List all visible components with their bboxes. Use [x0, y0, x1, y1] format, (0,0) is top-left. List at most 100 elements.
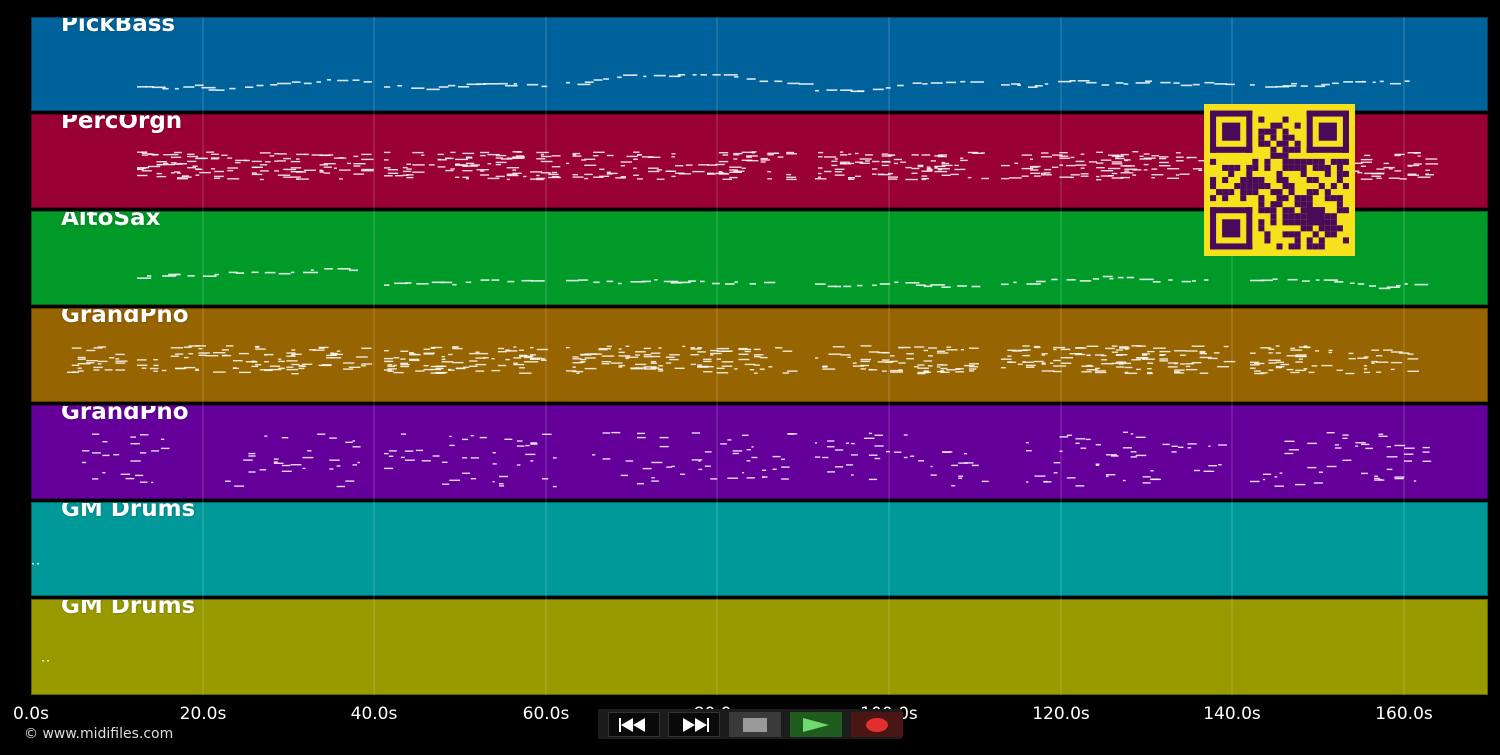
midi-note: [1093, 278, 1100, 280]
stop-button[interactable]: [729, 712, 781, 737]
midi-note: [1185, 363, 1194, 365]
midi-note: [500, 158, 513, 160]
midi-note: [729, 169, 738, 171]
qr-module: [1318, 164, 1325, 171]
track-lane[interactable]: PickBass: [31, 17, 1488, 111]
track-lane[interactable]: GrandPno: [31, 405, 1488, 499]
qr-module: [1264, 158, 1271, 165]
midi-note: [930, 465, 933, 468]
fast-forward-button[interactable]: [668, 712, 720, 737]
qr-module: [1240, 195, 1247, 202]
midi-note: [753, 354, 764, 356]
track-lane[interactable]: GM Drums: [31, 502, 1488, 596]
midi-note: [497, 82, 508, 85]
qr-module: [1300, 170, 1307, 177]
midi-note: [1279, 472, 1283, 474]
track-lane[interactable]: GM Drums: [31, 599, 1488, 695]
midi-note: [890, 371, 903, 373]
midi-note: [384, 167, 391, 169]
midi-note: [540, 359, 547, 361]
midi-note: [1379, 80, 1384, 83]
midi-note: [720, 443, 727, 445]
midi-note: [1123, 83, 1129, 85]
midi-note: [1199, 351, 1206, 354]
midi-note: [716, 347, 730, 350]
midi-note: [393, 357, 400, 359]
midi-note: [1199, 350, 1206, 353]
rewind-button[interactable]: [608, 712, 660, 737]
midi-note: [352, 79, 360, 81]
midi-note: [1378, 478, 1382, 481]
qr-module: [1288, 158, 1295, 165]
midi-note: [302, 467, 306, 470]
midi-note: [885, 361, 893, 363]
midi-note: [967, 151, 979, 154]
midi-note: [1363, 356, 1369, 358]
midi-note: [1017, 363, 1023, 365]
midi-note: [326, 354, 337, 357]
qr-module: [1282, 134, 1289, 141]
midi-note: [1171, 445, 1178, 447]
midi-note: [860, 360, 870, 363]
midi-note: [199, 171, 211, 174]
track-lane[interactable]: GrandPno: [31, 308, 1488, 402]
midi-note: [917, 367, 929, 369]
midi-note: [437, 159, 447, 161]
midi-note: [1383, 349, 1393, 351]
midi-note: [530, 178, 537, 180]
midi-note: [1115, 82, 1124, 84]
midi-note: [519, 349, 525, 351]
midi-note: [505, 84, 518, 87]
midi-note: [1100, 170, 1114, 172]
midi-note: [697, 351, 706, 353]
midi-note: [1086, 364, 1092, 367]
midi-note: [523, 175, 527, 178]
midi-note: [1185, 350, 1198, 352]
midi-note: [625, 345, 630, 347]
midi-note: [513, 362, 518, 364]
midi-note: [291, 81, 301, 83]
midi-note: [1404, 453, 1414, 455]
midi-note: [716, 367, 725, 369]
qr-code[interactable]: [1204, 104, 1355, 256]
midi-note: [1139, 155, 1144, 157]
midi-note: [665, 356, 675, 358]
midi-note: [834, 168, 845, 170]
midi-note: [281, 470, 292, 472]
midi-note: [690, 347, 695, 349]
midi-note: [1025, 366, 1035, 368]
midi-note: [584, 177, 589, 180]
midi-note: [787, 433, 795, 435]
midi-note: [917, 371, 930, 374]
midi-note: [762, 476, 765, 478]
midi-note: [1075, 347, 1087, 349]
midi-note: [1159, 360, 1169, 362]
midi-note: [1362, 80, 1366, 83]
midi-note: [361, 170, 374, 172]
midi-note: [1326, 432, 1335, 434]
midi-note: [516, 464, 521, 466]
midi-note: [248, 471, 256, 473]
midi-note: [839, 163, 851, 165]
play-button[interactable]: [790, 712, 842, 737]
midi-note: [716, 372, 729, 374]
midi-note: [848, 177, 855, 179]
midi-note: [245, 361, 257, 363]
midi-note: [115, 358, 120, 360]
midi-note: [969, 368, 977, 370]
midi-note: [115, 369, 126, 371]
qr-module: [1264, 237, 1271, 244]
midi-note: [290, 167, 302, 169]
midi-note: [525, 444, 530, 447]
midi-note: [1124, 366, 1133, 369]
midi-note: [462, 457, 468, 459]
midi-note: [491, 369, 501, 372]
midi-note: [141, 154, 149, 156]
midi-note: [653, 74, 666, 77]
midi-note: [255, 364, 262, 366]
midi-note: [1108, 175, 1114, 177]
midi-note: [1371, 175, 1381, 177]
midi-note: [1383, 162, 1389, 165]
midi-note: [86, 349, 96, 352]
record-button[interactable]: [851, 712, 903, 737]
